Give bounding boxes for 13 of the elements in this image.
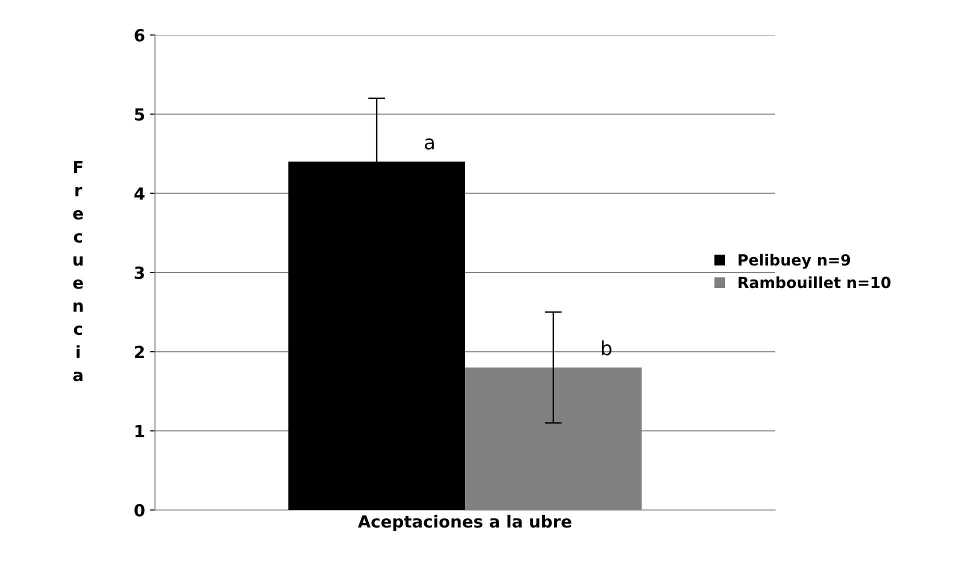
text: Frecuencia: [73, 161, 83, 382]
y-tick-label: 0: [134, 504, 144, 517]
annotation: a: [424, 138, 434, 150]
y-tick-label: 5: [134, 108, 144, 121]
y-tick-label: 2: [135, 346, 144, 358]
y-tick-label: 3: [134, 266, 144, 280]
legend-label: Pelibuey n=9: [738, 254, 850, 269]
y-tick-label: 6: [134, 28, 144, 42]
x-tick-label: Aceptaciones a la ubre: [358, 514, 572, 531]
y-tick-label: 1: [136, 425, 144, 438]
annotation: b: [602, 340, 612, 356]
legend-label: Rambouillet n=10: [738, 276, 890, 288]
y-tick-label: 4: [134, 188, 145, 200]
